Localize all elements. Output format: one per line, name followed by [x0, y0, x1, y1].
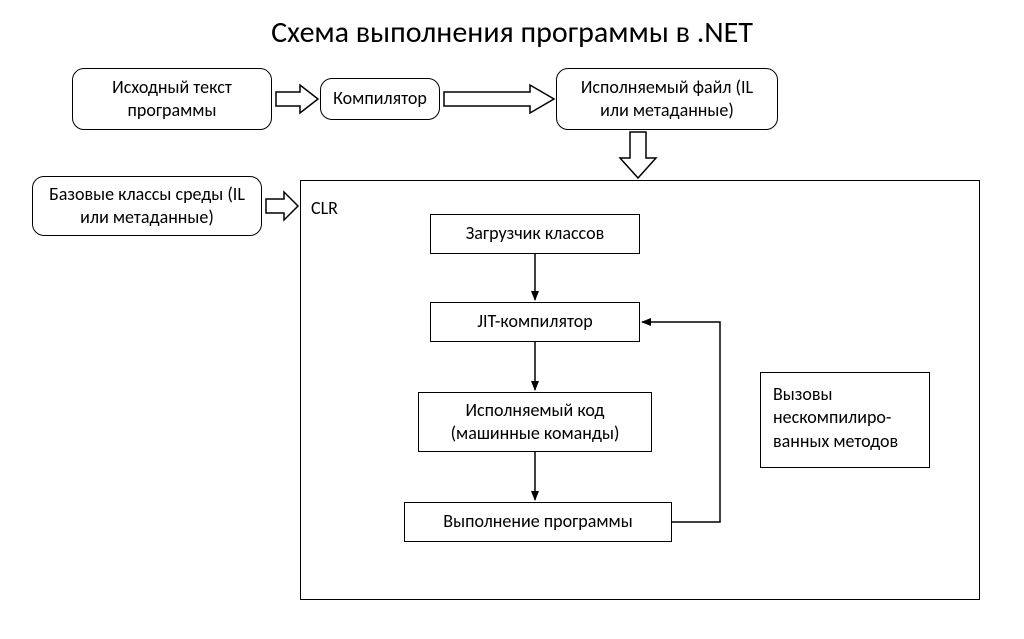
node-label: Загрузчик классов: [466, 222, 604, 245]
arrow-source-compiler: [276, 85, 318, 113]
node-label: Выполнение программы: [443, 510, 632, 533]
node-execution: Выполнение программы: [404, 502, 672, 542]
clr-label: CLR: [311, 197, 338, 219]
node-executable: Исполняемый файл (IL или метаданные): [556, 68, 778, 130]
node-base-classes: Базовые классы среды (IL или метаданные): [32, 176, 262, 236]
node-label: Вызовы нескомпилиро-ванных методов: [773, 383, 917, 453]
node-compiler: Компилятор: [320, 78, 440, 120]
node-uncompiled-calls: Вызовы нескомпилиро-ванных методов: [760, 372, 930, 468]
arrow-executable-clr: [620, 132, 656, 178]
arrow-compiler-executable: [444, 85, 554, 113]
node-source: Исходный текст программы: [72, 68, 272, 130]
diagram-canvas: Схема выполнения программы в .NET Исходн…: [0, 0, 1024, 639]
node-label: Компилятор: [333, 87, 427, 110]
node-native-code: Исполняемый код (машинные команды): [418, 392, 652, 452]
node-jit: JIT-компилятор: [430, 302, 640, 342]
node-label: Базовые классы среды (IL или метаданные): [41, 183, 253, 230]
node-label: Исходный текст программы: [81, 76, 263, 123]
node-class-loader: Загрузчик классов: [430, 214, 640, 254]
node-label: JIT-компилятор: [477, 310, 592, 333]
node-label: Исполняемый файл (IL или метаданные): [565, 76, 769, 123]
arrow-baseclasses-clr: [266, 192, 298, 220]
node-label: Исполняемый код (машинные команды): [427, 399, 643, 446]
diagram-title: Схема выполнения программы в .NET: [0, 14, 1024, 51]
